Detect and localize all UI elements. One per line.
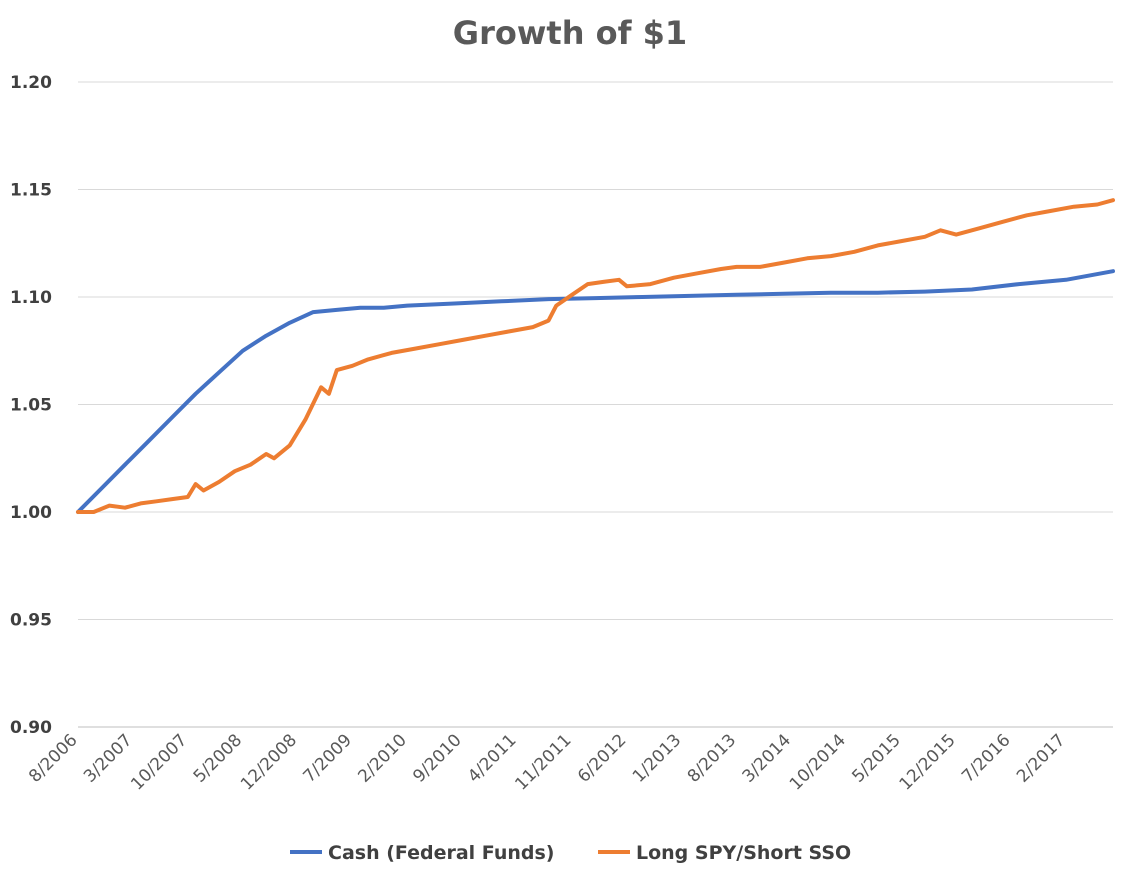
y-tick-label: 1.10 — [10, 288, 52, 308]
x-tick-label: 10/2007 — [127, 730, 191, 794]
y-tick-label: 0.95 — [10, 611, 52, 631]
x-tick-label: 9/2010 — [409, 730, 465, 786]
y-axis: 0.90 0.95 1.00 1.05 1.10 1.15 1.20 — [10, 73, 52, 738]
y-tick-label: 1.20 — [10, 73, 52, 93]
x-tick-label: 6/2012 — [574, 730, 630, 786]
x-tick-label: 8/2006 — [25, 730, 81, 786]
y-tick-label: 1.05 — [10, 396, 52, 416]
x-tick-label: 12/2015 — [896, 730, 960, 794]
y-tick-label: 1.00 — [10, 503, 52, 523]
x-tick-label: 12/2008 — [237, 730, 301, 794]
y-tick-label: 0.90 — [10, 718, 52, 738]
gridlines — [78, 81, 1113, 728]
x-tick-label: 8/2013 — [684, 730, 740, 786]
x-tick-label: 11/2011 — [511, 730, 575, 794]
legend-label-long-spy-short-sso: Long SPY/Short SSO — [636, 842, 851, 864]
y-tick-label: 1.15 — [10, 181, 52, 201]
x-tick-label: 7/2016 — [958, 730, 1014, 786]
x-axis: 8/20063/200710/20075/200812/20087/20092/… — [25, 726, 1113, 794]
x-tick-label: 2/2010 — [354, 730, 410, 786]
x-tick-label: 7/2009 — [300, 730, 356, 786]
chart-title: Growth of $1 — [453, 14, 687, 52]
x-tick-label: 10/2014 — [786, 730, 850, 794]
x-tick-label: 2/2017 — [1013, 730, 1069, 786]
series-lines — [76, 198, 1115, 514]
x-tick-label: 1/2013 — [629, 730, 685, 786]
legend-label-cash: Cash (Federal Funds) — [328, 842, 554, 864]
series-line-long-spy-short-sso — [76, 198, 1115, 514]
series-line-cash — [76, 269, 1115, 514]
legend: Cash (Federal Funds) Long SPY/Short SSO — [290, 842, 851, 864]
